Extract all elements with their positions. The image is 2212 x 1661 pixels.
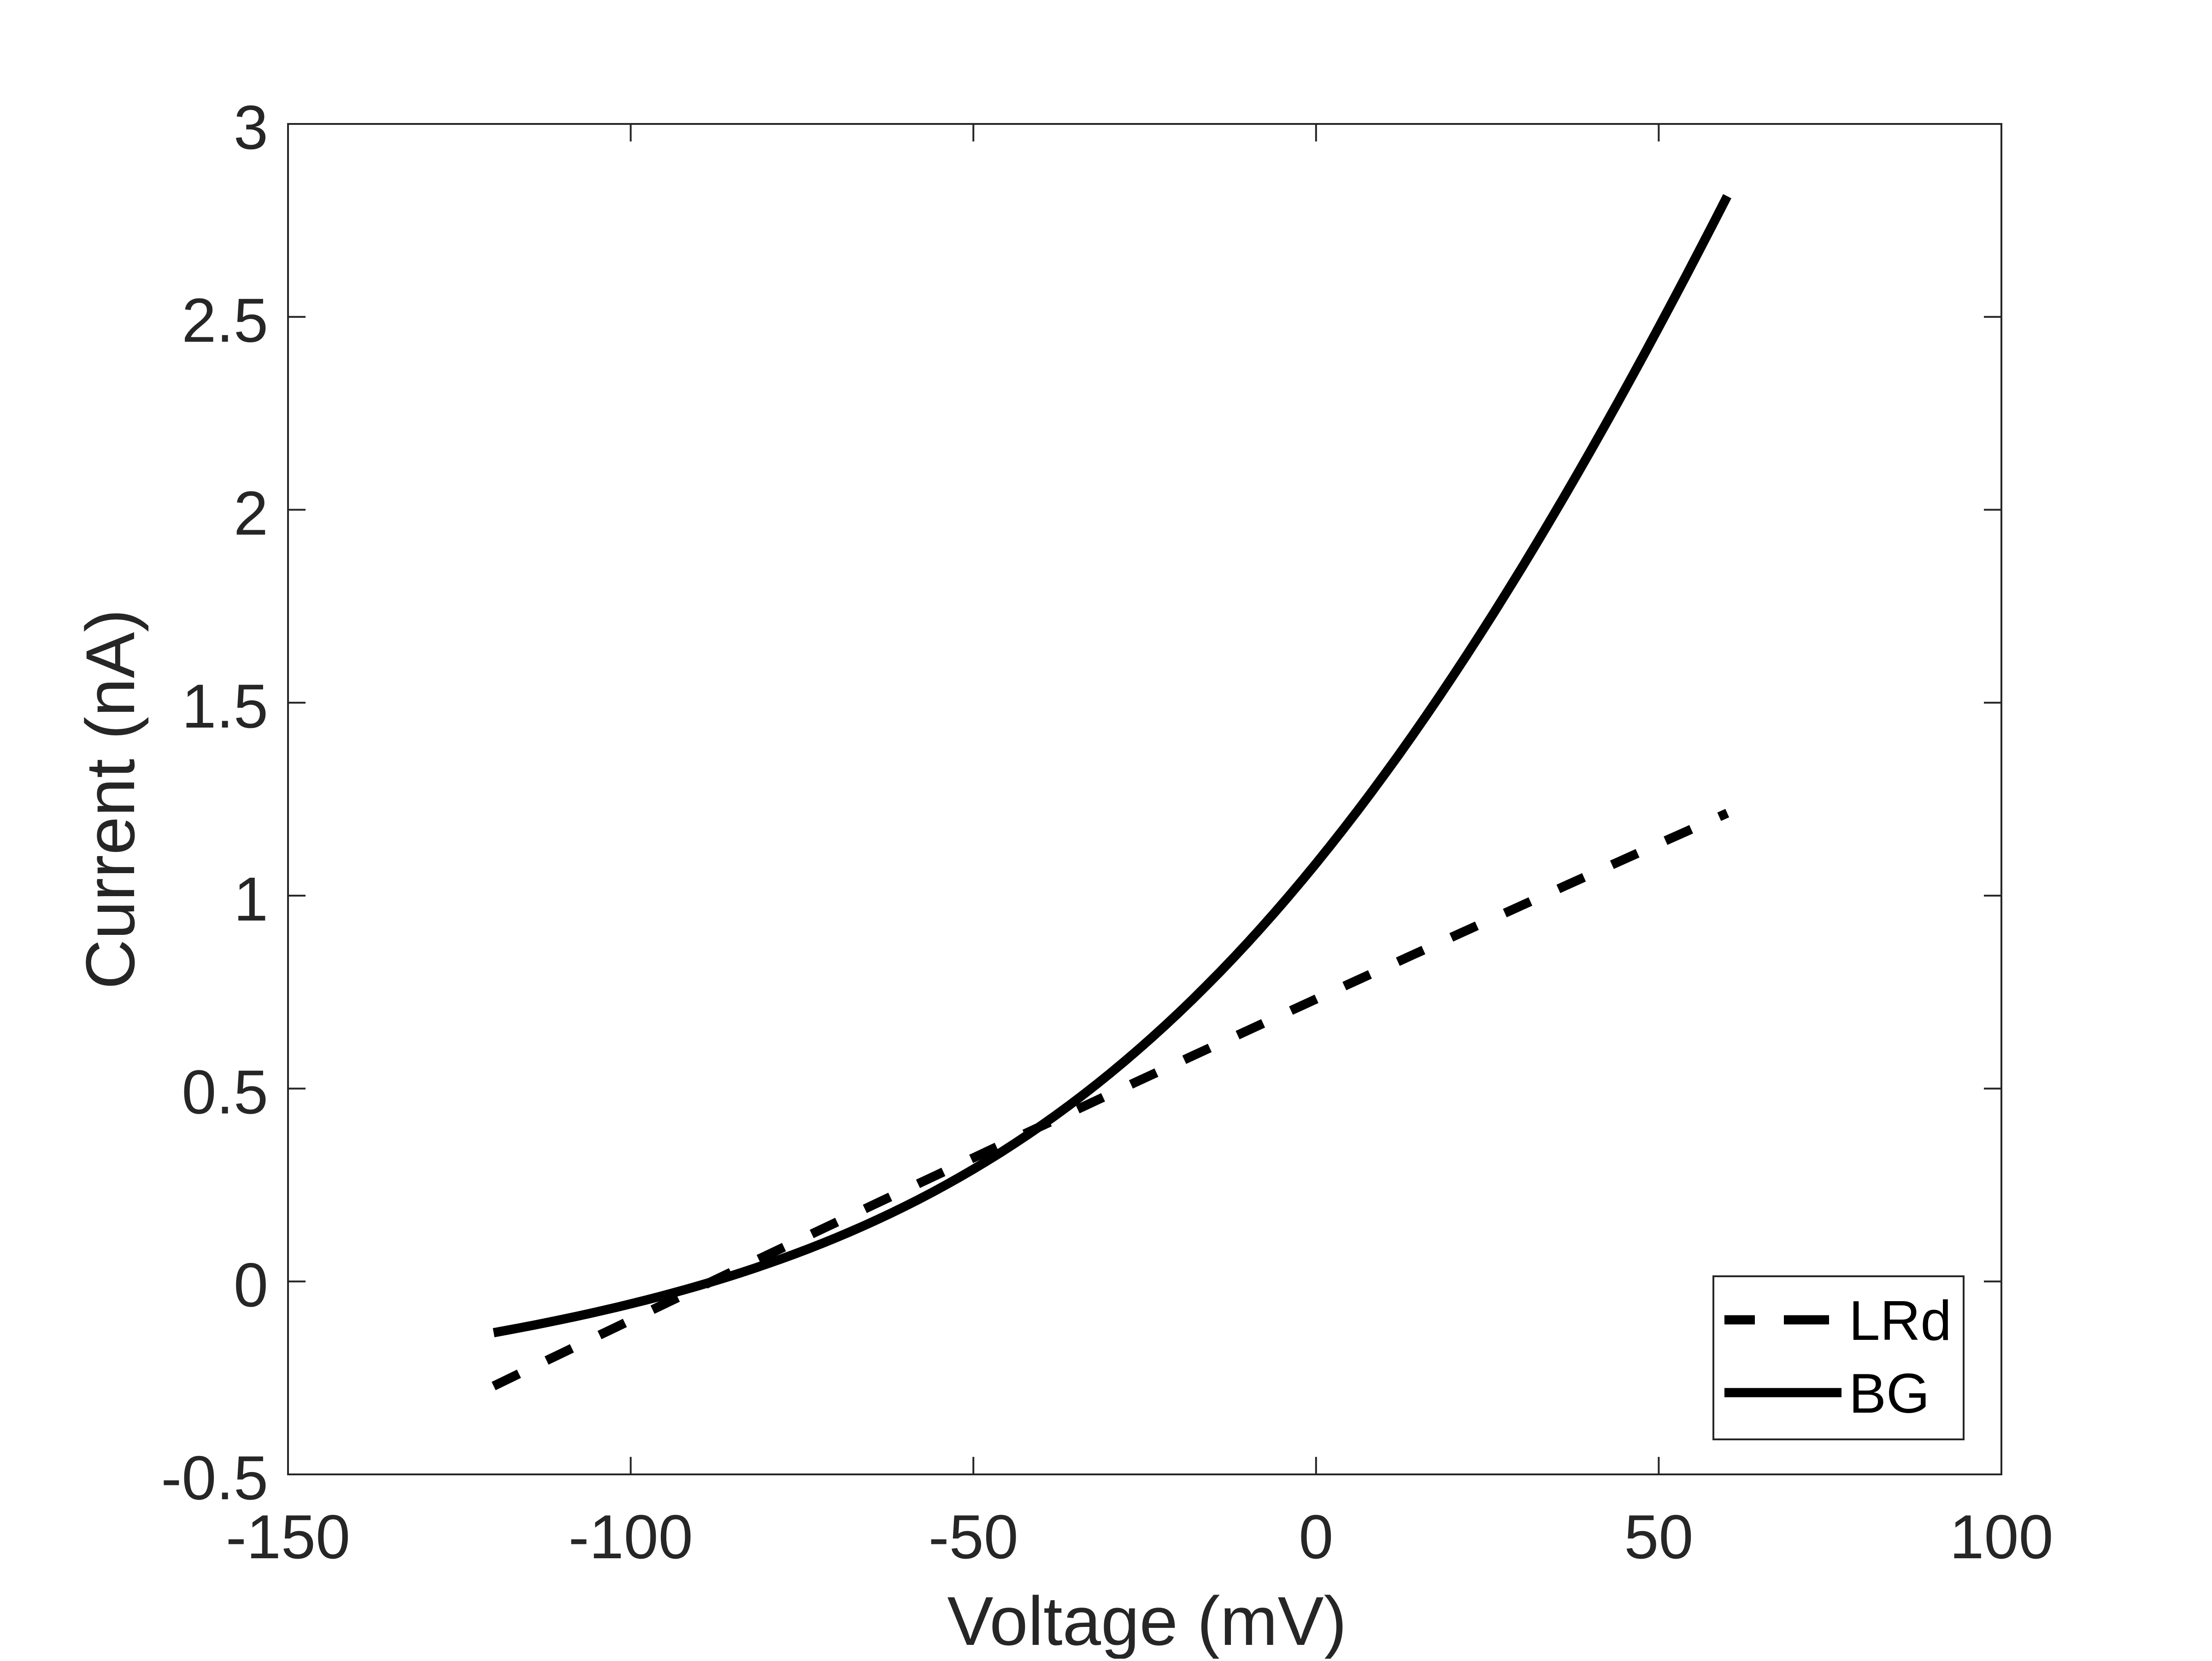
svg-text:0: 0 (1299, 1502, 1333, 1572)
svg-text:2.5: 2.5 (182, 286, 268, 355)
svg-text:Voltage (mV): Voltage (mV) (947, 1582, 1347, 1659)
svg-text:-50: -50 (929, 1502, 1018, 1572)
svg-text:0.5: 0.5 (182, 1057, 268, 1127)
svg-text:-150: -150 (226, 1502, 350, 1572)
svg-text:50: 50 (1624, 1502, 1693, 1572)
svg-text:1.5: 1.5 (182, 671, 268, 741)
svg-text:2: 2 (234, 478, 268, 548)
svg-text:1: 1 (234, 864, 268, 934)
svg-text:100: 100 (1949, 1502, 2053, 1572)
svg-text:-0.5: -0.5 (161, 1443, 268, 1513)
svg-text:3: 3 (234, 93, 268, 162)
svg-text:0: 0 (234, 1250, 268, 1320)
svg-text:LRd: LRd (1849, 1289, 1952, 1352)
svg-text:BG: BG (1849, 1362, 1930, 1425)
svg-text:-100: -100 (568, 1502, 693, 1572)
svg-text:Current (nA): Current (nA) (71, 609, 149, 989)
